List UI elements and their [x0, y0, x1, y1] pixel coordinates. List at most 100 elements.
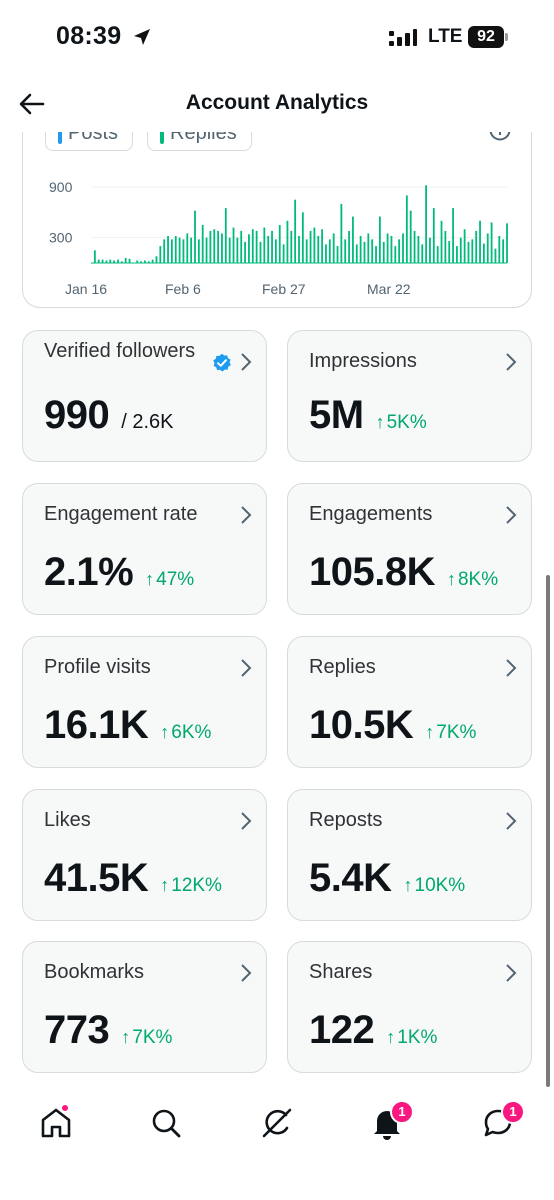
x-tick-label: Mar 22: [367, 281, 411, 297]
nav-home[interactable]: [39, 1104, 73, 1140]
stat-value: 10.5K: [309, 703, 414, 747]
chart-bar: [309, 230, 312, 263]
chart-bar: [205, 237, 208, 263]
stat-label: Likes: [44, 809, 91, 831]
arrow-up-icon: ↑: [160, 722, 170, 742]
chart-bar: [240, 230, 243, 263]
chart-bar: [286, 220, 289, 263]
status-bar: 08:39 LTE 92: [0, 0, 554, 78]
home-icon: [41, 1108, 71, 1138]
chart-bar: [386, 233, 389, 263]
x-tick-label: Feb 27: [262, 281, 306, 297]
stat-label: Verified followers: [44, 340, 196, 362]
chart-bar: [301, 212, 304, 263]
stat-change: ↑ 7K%: [425, 722, 476, 744]
chart-bar: [228, 237, 231, 263]
chart-bar: [197, 239, 200, 263]
stat-row: 773 ↑ 7K%: [44, 1008, 172, 1053]
stat-change: ↑ 47%: [145, 569, 194, 591]
chart-bar: [452, 208, 454, 263]
nav-search[interactable]: [149, 1106, 183, 1140]
stat-card-engagements[interactable]: Engagements 105.8K ↑ 8K%: [287, 483, 532, 615]
stat-change-value: 10K%: [414, 875, 466, 896]
chart-bar: [375, 246, 377, 263]
nav-grok[interactable]: [260, 1106, 294, 1140]
stat-card-shares[interactable]: Shares 122 ↑ 1K%: [287, 941, 532, 1073]
chart-bar: [140, 261, 142, 263]
chart-bar: [432, 208, 435, 263]
y-tick-label: 300: [49, 230, 73, 246]
chart-bar: [186, 233, 189, 263]
chart-bar: [390, 235, 393, 263]
chart-bar: [475, 230, 478, 263]
chart-bar: [213, 229, 216, 263]
chart-bar: [105, 260, 108, 263]
stat-change-value: 6K%: [171, 722, 212, 743]
chart-bar: [294, 199, 297, 263]
stat-row: 5M ↑ 5K%: [309, 393, 427, 438]
chart-bar: [232, 227, 235, 263]
chart-bar: [394, 246, 397, 263]
notifications-badge: 1: [390, 1100, 414, 1124]
legend-swatch-replies: [160, 123, 164, 144]
chart-bar: [359, 235, 362, 263]
stat-label: Profile visits: [44, 656, 151, 678]
stat-card-verified-followers[interactable]: Verified followers 990 / 2.6K: [22, 330, 267, 462]
arrow-up-icon: ↑: [446, 569, 456, 589]
nav-notifications[interactable]: 1: [370, 1100, 414, 1140]
chart-bar: [97, 259, 100, 263]
stat-change: ↑ 8K%: [447, 569, 498, 591]
stat-change: ↑ 10K%: [404, 875, 466, 897]
stat-card-engagement-rate[interactable]: Engagement rate 2.1% ↑ 47%: [22, 483, 267, 615]
stat-card-replies[interactable]: Replies 10.5K ↑ 7K%: [287, 636, 532, 768]
chart-bar: [163, 239, 166, 263]
chart-bar: [506, 223, 508, 263]
stat-change: ↑ 12K%: [160, 875, 222, 897]
legend-swatch-posts: [58, 123, 62, 144]
stat-change-value: 7K%: [132, 1027, 173, 1048]
stat-value: 773: [44, 1008, 110, 1052]
stat-card-bookmarks[interactable]: Bookmarks 773 ↑ 7K%: [22, 941, 267, 1073]
verified-badge-icon: [213, 353, 231, 372]
stat-card-reposts[interactable]: Reposts 5.4K ↑ 10K%: [287, 789, 532, 921]
chart-bar: [502, 239, 505, 263]
status-time: 08:39: [56, 22, 122, 50]
chart-bar: [255, 230, 258, 263]
stat-row: 16.1K ↑ 6K%: [44, 703, 211, 748]
stat-label: Bookmarks: [44, 961, 145, 983]
stat-card-profile-visits[interactable]: Profile visits 16.1K ↑ 6K%: [22, 636, 267, 768]
chart-bar: [305, 239, 308, 263]
stat-value: 2.1%: [44, 550, 134, 594]
chevron-right-icon: [506, 964, 517, 982]
chart-bar: [344, 239, 347, 263]
chart-bar: [479, 220, 481, 263]
chevron-right-icon: [241, 964, 252, 982]
stat-value: 5M: [309, 393, 364, 437]
chevron-right-icon: [241, 506, 252, 524]
back-button[interactable]: [14, 86, 50, 122]
chevron-right-icon: [506, 812, 517, 830]
chart-bar: [201, 225, 204, 263]
x-tick-label: Jan 16: [65, 281, 107, 297]
battery-icon: 92: [468, 26, 508, 48]
chart-bar: [221, 233, 223, 263]
chart-bar: [263, 227, 266, 263]
chevron-right-icon: [241, 659, 252, 677]
stat-value: 5.4K: [309, 856, 392, 900]
chart-bar: [456, 246, 458, 263]
chart-bar: [440, 220, 443, 263]
chart-bar: [278, 225, 281, 263]
chevron-right-icon: [241, 812, 252, 830]
stat-card-likes[interactable]: Likes 41.5K ↑ 12K%: [22, 789, 267, 921]
chart-bar: [144, 260, 146, 263]
chart-bar: [459, 237, 462, 263]
arrow-up-icon: ↑: [160, 875, 170, 895]
y-tick-label: 900: [49, 179, 73, 195]
stat-label: Shares: [309, 961, 373, 983]
scrollbar-thumb[interactable]: [546, 575, 550, 1087]
chart-bar: [444, 230, 447, 263]
stat-row: 5.4K ↑ 10K%: [309, 856, 465, 901]
stat-card-impressions[interactable]: Impressions 5M ↑ 5K%: [287, 330, 532, 462]
chart-bar: [482, 243, 485, 263]
nav-messages[interactable]: 1: [481, 1100, 525, 1140]
